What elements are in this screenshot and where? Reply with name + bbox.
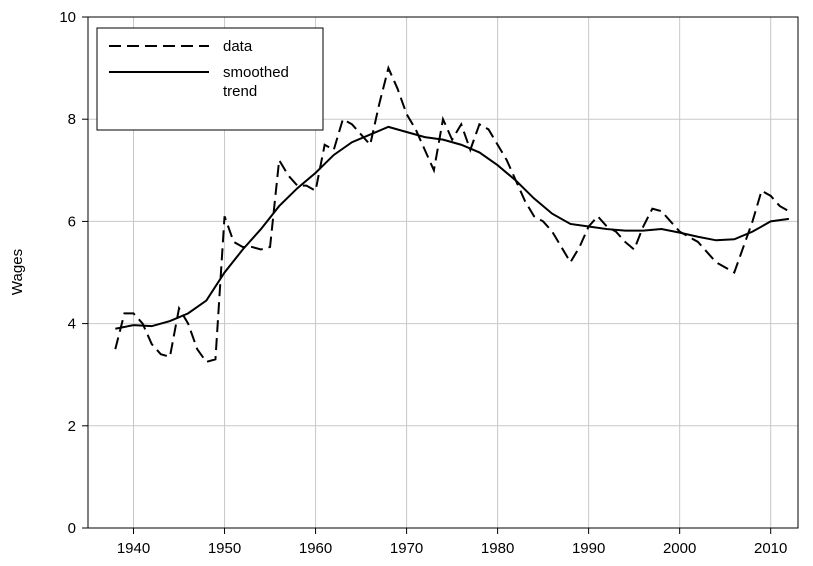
y-tick-label: 10 — [59, 9, 76, 26]
x-tick-label: 2000 — [663, 540, 696, 557]
x-tick-label: 1980 — [481, 540, 514, 557]
legend-box — [96, 27, 324, 131]
x-tick-label: 1950 — [208, 540, 241, 557]
legend-label: data — [223, 38, 253, 55]
x-tick-label: 1940 — [117, 540, 150, 557]
line — [115, 125, 790, 330]
plot-frame — [87, 16, 799, 529]
x-tick-label: 2010 — [754, 540, 787, 557]
y-tick-label: 8 — [68, 111, 76, 128]
x-tick-label: 1970 — [390, 540, 423, 557]
y-axis-label: Wages — [9, 249, 26, 295]
x-tick-label: 1960 — [299, 540, 332, 557]
y-tick-label: 6 — [68, 213, 76, 230]
line — [114, 65, 790, 364]
legend-label: smoothed trend — [223, 64, 289, 100]
y-tick-label: 0 — [68, 520, 76, 537]
y-tick-label: 4 — [68, 316, 76, 333]
x-tick-label: 1990 — [572, 540, 605, 557]
y-tick-label: 2 — [68, 418, 76, 435]
